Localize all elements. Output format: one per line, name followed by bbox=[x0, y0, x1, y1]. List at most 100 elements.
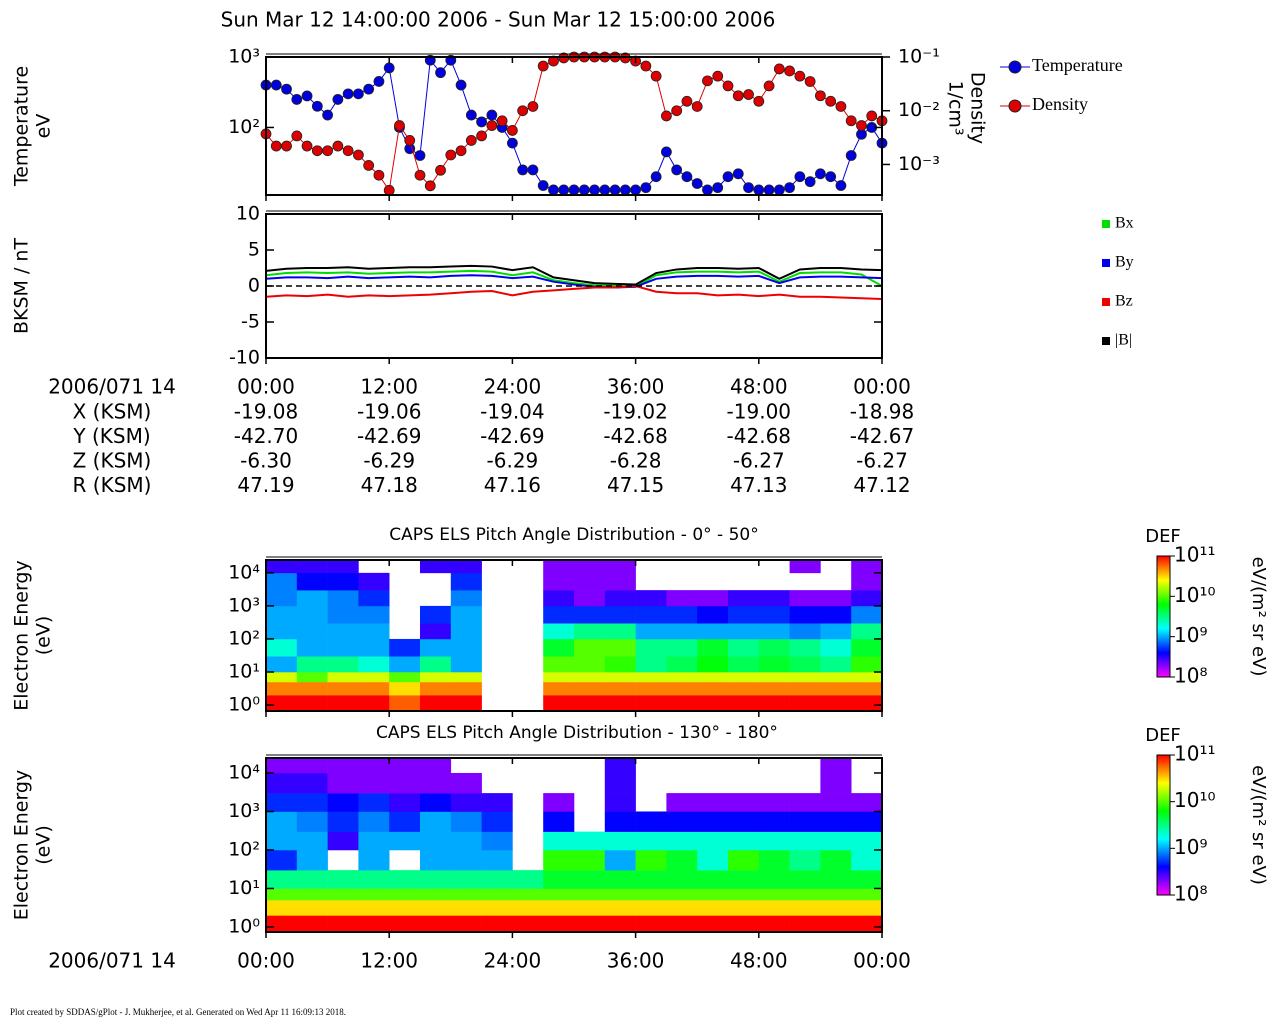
heat-cell bbox=[697, 605, 729, 624]
heat-cell bbox=[420, 681, 452, 696]
marker bbox=[383, 62, 395, 74]
marker bbox=[404, 135, 416, 146]
marker bbox=[517, 164, 529, 176]
y-label: Electron Energy bbox=[11, 560, 33, 711]
ephemeris-value: 47.18 bbox=[361, 473, 418, 497]
y2-tick-label: 10⁻¹ bbox=[898, 46, 940, 68]
x-tick-label: 36:00 bbox=[607, 949, 665, 973]
heat-cell bbox=[389, 772, 421, 794]
heat-cell bbox=[851, 849, 882, 871]
heat-cell bbox=[635, 623, 667, 640]
marker bbox=[661, 146, 672, 158]
heat-cell bbox=[666, 638, 698, 657]
ephemeris-value: -6.27 bbox=[733, 449, 785, 473]
heat-cell bbox=[296, 638, 328, 657]
heat-cell bbox=[666, 811, 698, 832]
heat-cell bbox=[481, 888, 513, 901]
heat-cell bbox=[758, 870, 790, 889]
colorbar-label: DEF bbox=[1145, 526, 1181, 547]
heat-cell bbox=[666, 623, 698, 640]
heat-cell bbox=[296, 888, 328, 901]
series-line bbox=[266, 284, 882, 300]
colorbar bbox=[1156, 555, 1171, 678]
heat-cell bbox=[389, 915, 421, 932]
heat-cell bbox=[697, 793, 729, 812]
marker bbox=[435, 67, 446, 79]
marker bbox=[352, 88, 364, 100]
y-tick-label: 10² bbox=[228, 627, 260, 649]
marker bbox=[825, 95, 837, 107]
marker bbox=[773, 184, 785, 196]
heat-cell bbox=[789, 638, 821, 657]
legend-label: Bx bbox=[1115, 215, 1134, 232]
heat-cell bbox=[358, 811, 390, 832]
heat-cell bbox=[296, 849, 328, 871]
marker bbox=[445, 149, 457, 161]
heat-cell bbox=[481, 915, 513, 932]
heat-cell bbox=[697, 671, 729, 683]
y2-tick-label: 10⁻³ bbox=[898, 153, 940, 175]
y2-label: 1/cm³ bbox=[945, 80, 967, 135]
heat-cell bbox=[296, 915, 328, 932]
heat-cell bbox=[296, 772, 328, 794]
heat-cell bbox=[266, 900, 298, 916]
marker bbox=[681, 171, 693, 183]
heat-cell bbox=[820, 831, 852, 851]
heat-cell bbox=[728, 915, 760, 932]
heat-cell bbox=[420, 605, 452, 624]
heat-cell bbox=[420, 870, 452, 889]
marker bbox=[784, 65, 795, 77]
heat-cell bbox=[728, 623, 760, 640]
heat-cell bbox=[266, 638, 298, 657]
x-tick-label: 00:00 bbox=[853, 949, 911, 973]
heat-cell bbox=[543, 681, 575, 696]
marker bbox=[507, 137, 518, 149]
heat-cell bbox=[604, 638, 636, 657]
heat-cell bbox=[420, 888, 452, 901]
ephemeris-value: -18.98 bbox=[850, 400, 914, 424]
heat-cell bbox=[296, 681, 328, 696]
x-tick-label: 12:00 bbox=[360, 949, 418, 973]
heat-cell bbox=[420, 671, 452, 683]
heat-cell bbox=[635, 831, 667, 851]
heat-cell bbox=[758, 656, 790, 673]
marker bbox=[537, 60, 549, 72]
heat-cell bbox=[420, 638, 452, 657]
marker bbox=[578, 184, 590, 196]
heat-cell bbox=[296, 900, 328, 916]
heat-cell bbox=[296, 671, 328, 683]
heat-cell bbox=[420, 831, 452, 851]
marker bbox=[496, 115, 508, 127]
heat-cell bbox=[420, 900, 452, 916]
legend-swatch bbox=[1102, 337, 1110, 345]
heat-cell bbox=[266, 758, 298, 774]
heat-cell bbox=[420, 772, 452, 794]
heat-cell bbox=[758, 915, 790, 932]
marker bbox=[763, 80, 775, 92]
heat-cell bbox=[789, 681, 821, 696]
heat-cell bbox=[327, 888, 359, 901]
heat-cell bbox=[820, 915, 852, 932]
heat-cell bbox=[266, 793, 298, 812]
heat-cell bbox=[820, 605, 852, 624]
heat-cell bbox=[604, 811, 636, 832]
marker bbox=[763, 184, 775, 196]
x-tick-label: 00:00 bbox=[237, 375, 295, 399]
plot-frame bbox=[265, 559, 883, 712]
colorbar-tick-label: 10⁸ bbox=[1174, 882, 1207, 906]
marker bbox=[373, 169, 385, 181]
marker bbox=[311, 100, 323, 112]
marker bbox=[476, 130, 488, 142]
heat-cell bbox=[327, 560, 359, 574]
heat-cell bbox=[358, 831, 390, 851]
heat-cell bbox=[851, 590, 882, 607]
heat-cell bbox=[728, 870, 760, 889]
heat-cell bbox=[851, 831, 882, 851]
marker bbox=[784, 182, 795, 194]
heat-cell bbox=[296, 870, 328, 889]
heat-cell bbox=[604, 695, 636, 711]
marker bbox=[507, 125, 518, 136]
marker bbox=[281, 140, 292, 152]
heat-cell bbox=[635, 849, 667, 871]
